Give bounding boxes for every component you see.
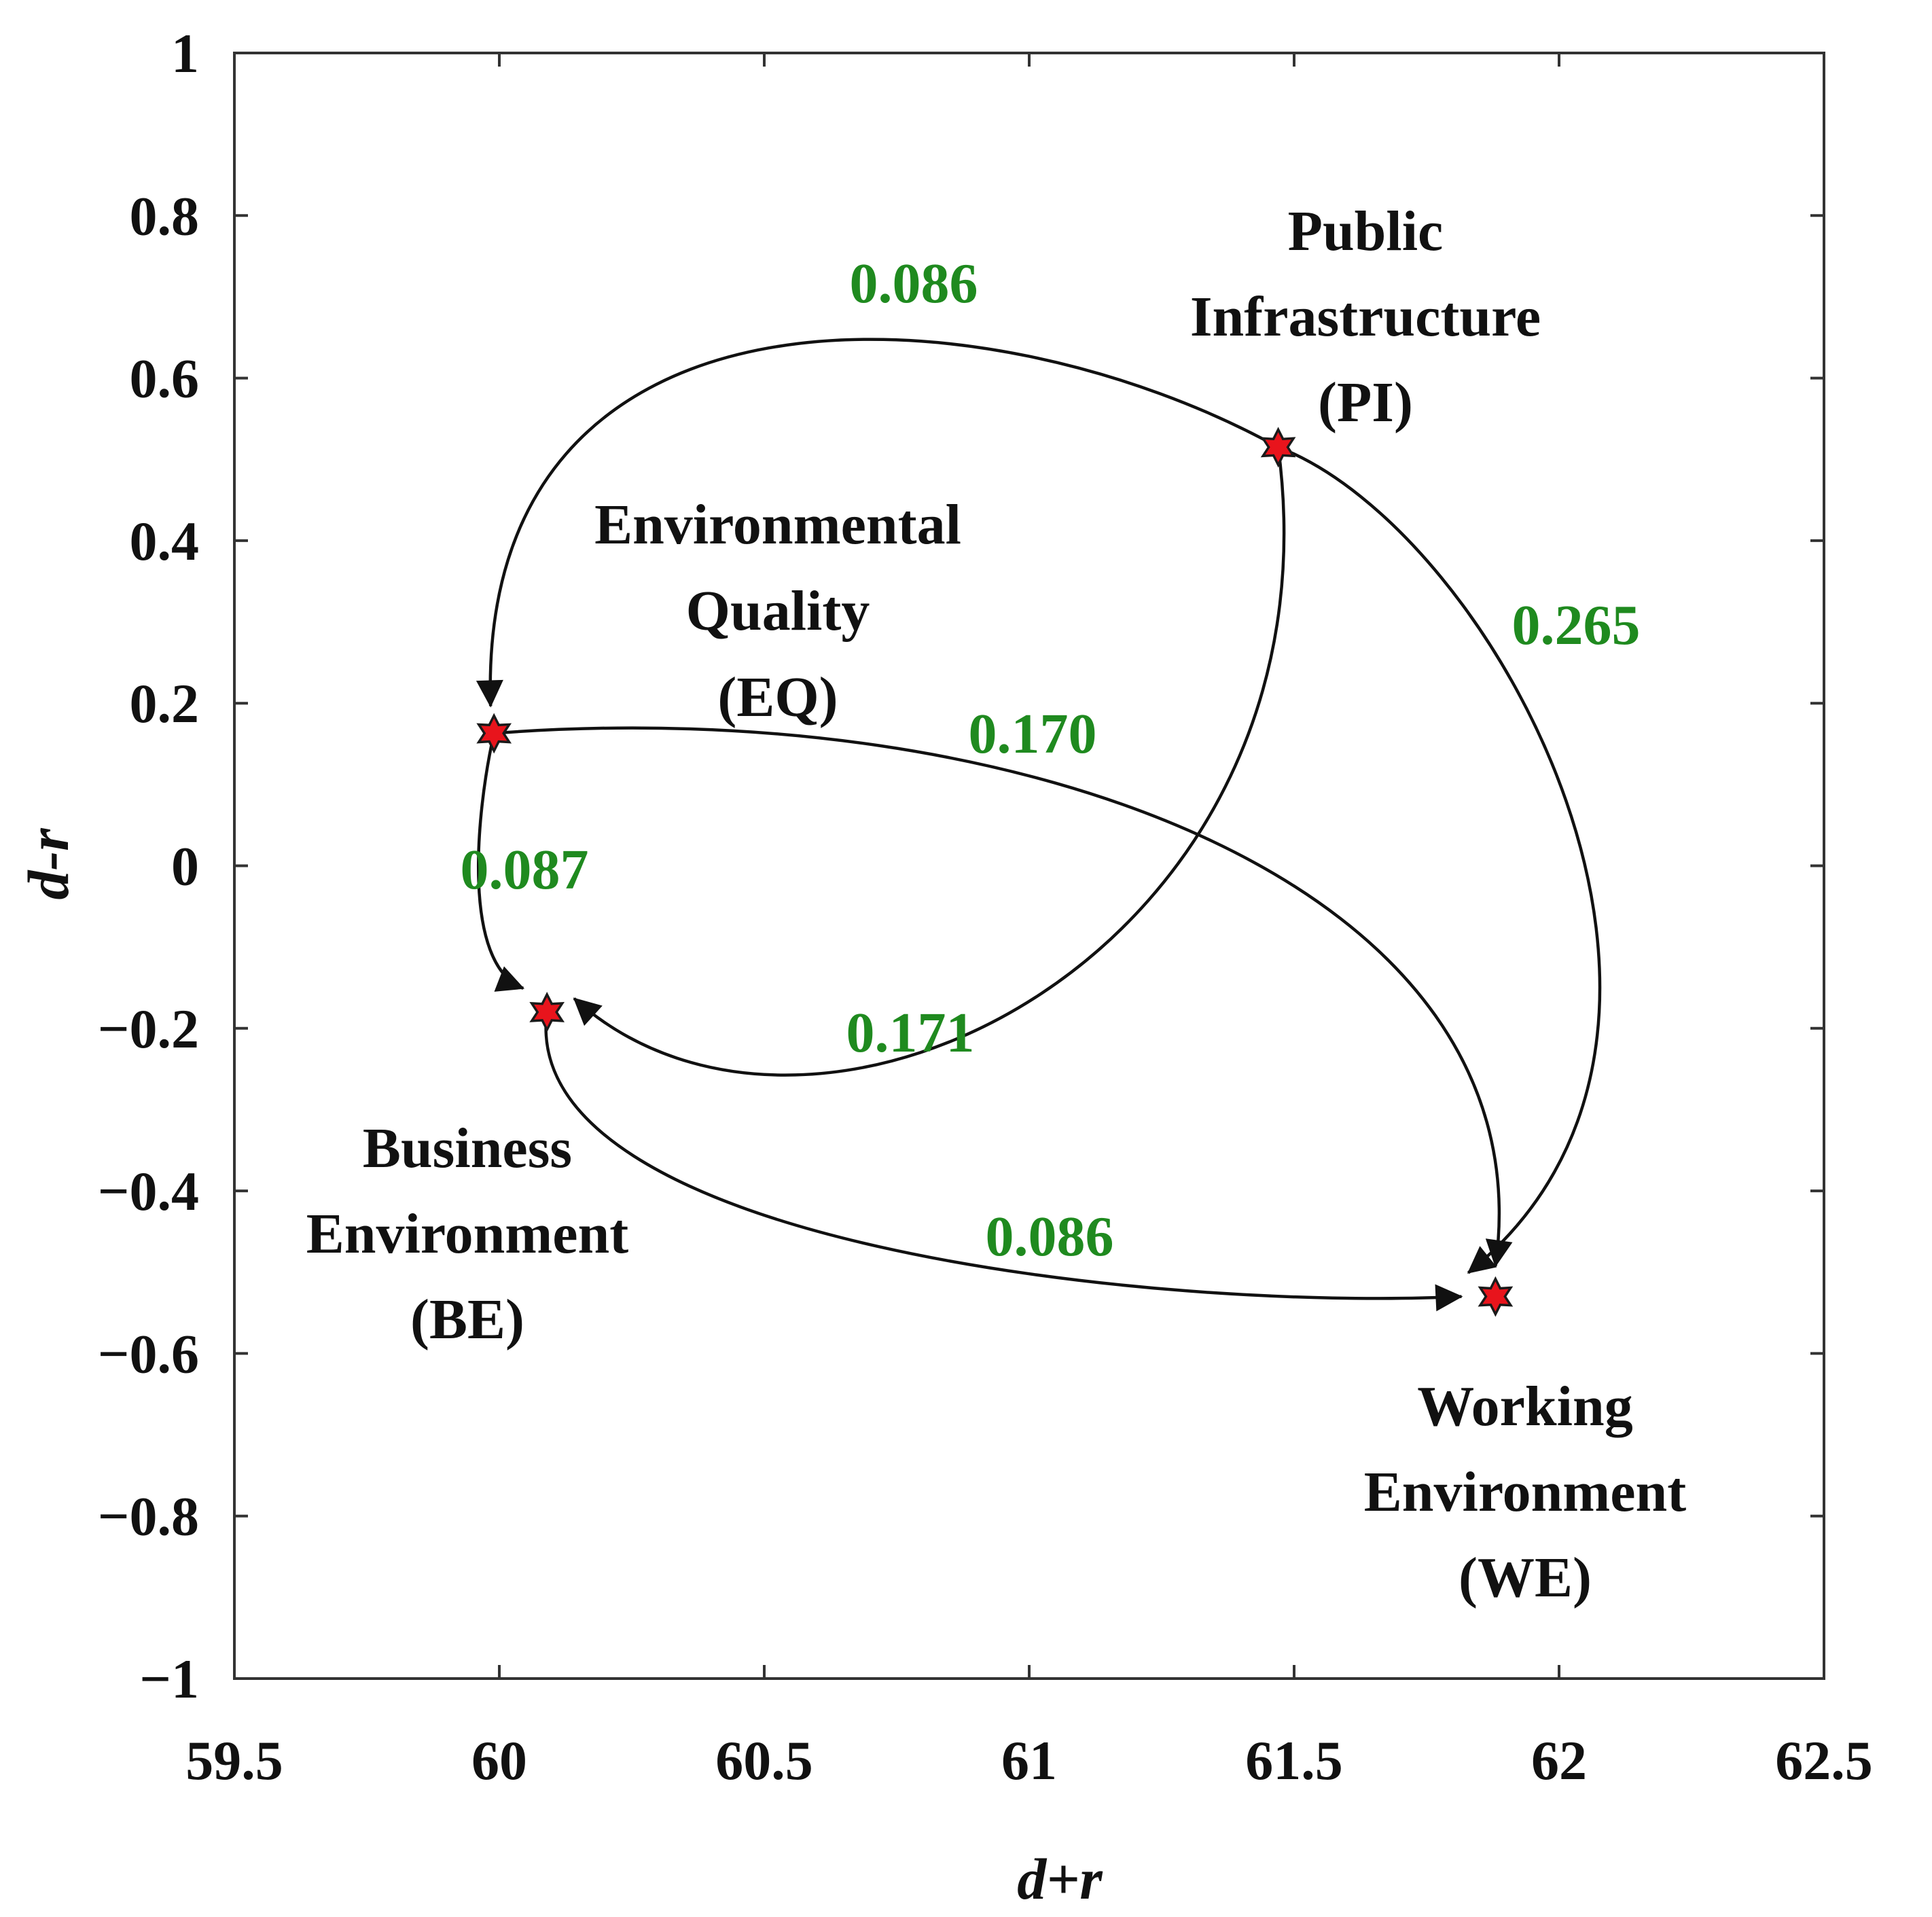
node-layer [476, 427, 1514, 1317]
x-tick-label: 59.5 [185, 1730, 283, 1791]
edge-weight-eq-we: 0.170 [969, 702, 1097, 766]
node-marker-we [1478, 1276, 1514, 1317]
node-label-be: Environment [306, 1202, 629, 1266]
x-tick-label: 62.5 [1775, 1730, 1873, 1791]
y-tick-label: 0.4 [130, 510, 200, 572]
node-label-layer: Public Infrastructure (PI) Environmental Qua… [306, 200, 1687, 1609]
node-label-be: (BE) [410, 1288, 524, 1351]
node-label-pi: Infrastructure [1190, 285, 1541, 348]
node-label-pi: Public [1288, 200, 1444, 263]
edge-layer [476, 338, 1602, 1312]
node-label-eq: Environmental [594, 493, 961, 556]
edge-weight-pi-eq: 0.086 [850, 252, 978, 315]
y-tick-label: 1 [171, 22, 199, 84]
y-tick-label: −0.8 [98, 1486, 199, 1547]
node-marker-pi [1260, 427, 1296, 468]
tick-layer: 59.5 60 60.5 61 61.5 62 62.5 1 0.8 0.6 0.4 0.2 0 −0.2… [98, 22, 1873, 1791]
node-label-eq: Quality [686, 579, 870, 643]
edge-pi-to-we [1277, 446, 1602, 1274]
node-label-we: Working [1417, 1375, 1632, 1438]
y-tick-label: −1 [139, 1648, 199, 1710]
node-label-we: (WE) [1459, 1546, 1592, 1609]
y-axis-title: d-r [16, 827, 81, 900]
y-tick-label: −0.4 [98, 1160, 199, 1222]
x-tick-label: 60.5 [715, 1730, 813, 1791]
edge-label-layer: 0.086 0.265 0.171 0.170 0.087 0.086 [461, 252, 1641, 1268]
edge-weight-pi-we: 0.265 [1512, 594, 1641, 657]
y-tick-label: 0.6 [130, 348, 200, 410]
y-tick-label: 0 [171, 836, 199, 897]
y-tick-label: −0.6 [98, 1323, 199, 1384]
edge-pi-to-be [573, 447, 1286, 1077]
node-marker-be [529, 992, 565, 1033]
node-label-eq: (EQ) [717, 666, 838, 729]
edge-be-to-we [544, 1011, 1463, 1312]
x-axis-title: d+r [1017, 1846, 1103, 1912]
x-tick-label: 62 [1531, 1730, 1587, 1791]
edge-pi-to-eq [476, 338, 1279, 708]
edge-eq-to-we [494, 726, 1513, 1268]
x-tick-label: 61 [1001, 1730, 1057, 1791]
edge-weight-eq-be: 0.087 [461, 838, 589, 901]
y-tick-label: −0.2 [98, 998, 199, 1060]
node-label-we: Environment [1364, 1461, 1687, 1524]
edge-weight-be-we: 0.086 [986, 1205, 1114, 1268]
y-tick-label: 0.8 [130, 185, 200, 247]
edge-weight-pi-be: 0.171 [846, 1001, 975, 1064]
y-tick-label: 0.2 [130, 673, 200, 734]
x-tick-label: 60 [471, 1730, 527, 1791]
node-label-be: Business [363, 1117, 572, 1180]
x-tick-label: 61.5 [1245, 1730, 1343, 1791]
node-label-pi: (PI) [1318, 371, 1413, 434]
node-marker-eq [476, 713, 512, 754]
edge-eq-to-be [476, 732, 525, 992]
